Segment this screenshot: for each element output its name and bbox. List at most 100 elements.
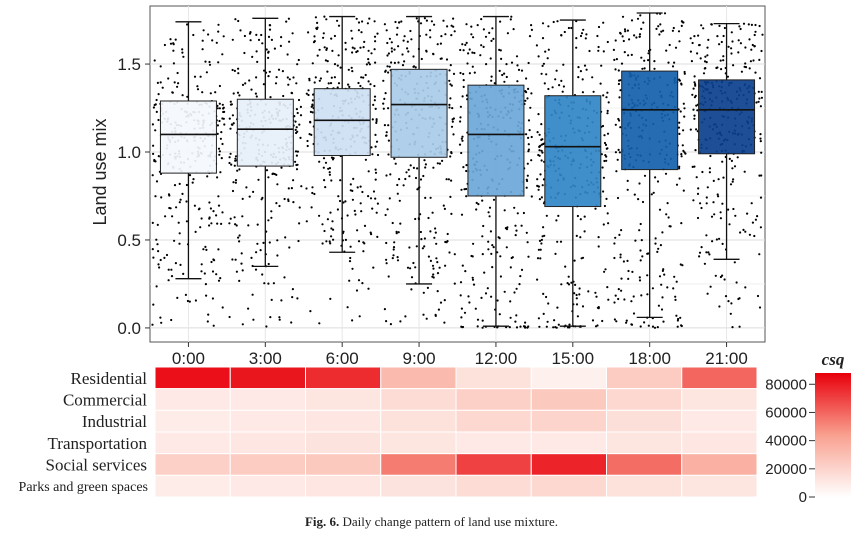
jitter-point xyxy=(552,326,555,329)
jitter-point xyxy=(426,286,429,289)
jitter-point xyxy=(325,48,328,52)
jitter-point xyxy=(684,152,687,155)
jitter-point xyxy=(498,313,501,316)
jitter-point xyxy=(654,237,657,240)
jitter-point xyxy=(626,188,629,191)
jitter-point xyxy=(672,287,675,290)
jitter-point xyxy=(540,123,543,126)
jitter-point xyxy=(267,262,270,266)
jitter-point xyxy=(275,202,278,205)
jitter-point xyxy=(308,77,311,80)
jitter-point xyxy=(404,315,407,318)
jitter-point xyxy=(364,158,367,161)
jitter-point xyxy=(179,263,182,266)
jitter-point xyxy=(699,202,702,205)
jitter-point xyxy=(349,183,352,186)
jitter-point xyxy=(606,212,609,215)
jitter-point xyxy=(626,179,629,182)
jitter-point xyxy=(327,167,330,170)
jitter-point xyxy=(238,234,241,237)
jitter-point xyxy=(696,216,700,220)
jitter-point xyxy=(557,323,560,326)
jitter-point xyxy=(386,41,389,45)
jitter-point xyxy=(753,234,756,238)
jitter-point xyxy=(255,76,258,79)
jitter-point xyxy=(603,159,606,163)
jitter-point xyxy=(740,70,744,73)
jitter-point xyxy=(433,23,436,26)
jitter-point xyxy=(322,32,325,35)
jitter-point xyxy=(460,137,463,140)
jitter-point xyxy=(393,48,396,51)
heatmap-cell xyxy=(455,453,532,476)
jitter-point xyxy=(698,255,701,258)
jitter-point xyxy=(760,151,763,154)
jitter-point xyxy=(360,31,363,34)
jitter-point xyxy=(646,293,649,296)
jitter-point xyxy=(423,237,426,240)
jitter-point xyxy=(308,133,311,136)
heatmap-cell xyxy=(380,388,457,411)
jitter-point xyxy=(219,137,222,140)
jitter-point xyxy=(196,85,199,88)
jitter-point xyxy=(754,71,757,74)
jitter-point xyxy=(167,77,170,80)
colorbar-gradient xyxy=(815,373,851,497)
jitter-point xyxy=(743,170,746,173)
jitter-point xyxy=(309,310,312,313)
jitter-point xyxy=(556,306,559,309)
jitter-point xyxy=(392,254,395,257)
jitter-point xyxy=(307,31,310,34)
jitter-point xyxy=(285,20,288,23)
jitter-point xyxy=(658,208,662,211)
jitter-point xyxy=(461,95,464,98)
heatmap-cell xyxy=(455,409,532,433)
jitter-point xyxy=(568,323,571,326)
jitter-point xyxy=(583,215,586,218)
jitter-point xyxy=(201,91,204,94)
jitter-point xyxy=(659,23,662,26)
jitter-point xyxy=(159,258,162,262)
jitter-point xyxy=(216,176,219,179)
jitter-point xyxy=(540,138,543,141)
jitter-point xyxy=(567,26,571,30)
jitter-point xyxy=(419,230,422,234)
jitter-point xyxy=(515,326,519,329)
jitter-point xyxy=(660,308,664,311)
jitter-point xyxy=(617,297,620,301)
jitter-point xyxy=(234,181,237,184)
jitter-point xyxy=(211,297,214,300)
jitter-point xyxy=(721,202,724,205)
jitter-point xyxy=(181,192,184,195)
x-tick-label: 0:00 xyxy=(172,349,205,368)
jitter-point xyxy=(464,43,467,47)
jitter-point xyxy=(318,160,321,163)
jitter-point xyxy=(758,306,762,309)
jitter-point xyxy=(613,242,616,245)
jitter-point xyxy=(347,68,350,71)
jitter-point xyxy=(297,239,300,243)
jitter-point xyxy=(373,20,376,23)
jitter-point xyxy=(267,176,270,179)
jitter-point xyxy=(573,292,576,295)
jitter-point xyxy=(699,57,702,60)
jitter-point xyxy=(547,48,550,51)
jitter-point xyxy=(526,97,529,100)
jitter-point xyxy=(229,100,232,103)
jitter-point xyxy=(432,273,435,276)
jitter-point xyxy=(332,238,335,241)
jitter-point xyxy=(623,298,626,301)
jitter-point xyxy=(235,224,238,227)
jitter-point xyxy=(278,204,281,208)
jitter-point xyxy=(318,322,321,325)
jitter-point xyxy=(678,165,681,168)
jitter-point xyxy=(520,268,524,271)
jitter-point xyxy=(296,63,299,66)
jitter-point xyxy=(723,26,727,30)
jitter-point xyxy=(398,199,401,202)
heatmap-cell xyxy=(305,453,382,476)
jitter-point xyxy=(712,179,715,182)
jitter-point xyxy=(683,70,686,74)
jitter-point xyxy=(383,97,386,100)
jitter-point xyxy=(387,139,390,142)
